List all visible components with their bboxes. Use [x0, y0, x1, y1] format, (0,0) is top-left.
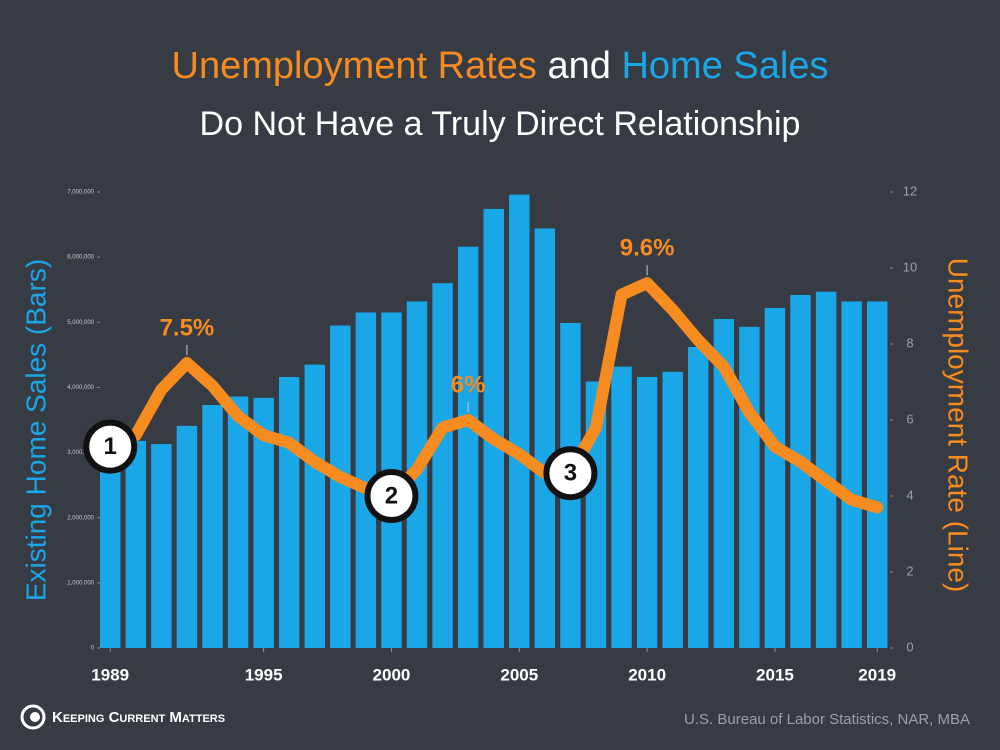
y-axis-label: Existing Home Sales (Bars) — [20, 259, 51, 601]
x-tick-label: 2015 — [756, 665, 794, 684]
bar — [100, 433, 121, 648]
x-tick-label: 2005 — [500, 665, 538, 684]
y-tick-label: 1,000,000 — [67, 580, 94, 586]
y2-tick-label: 2 — [906, 563, 913, 578]
y2-axis-label: Unemployment Rate (Line) — [943, 258, 974, 593]
y2-tick-label: 10 — [903, 259, 917, 274]
bar — [432, 283, 453, 648]
bar — [330, 325, 351, 648]
y-tick-label: 7,000,000 — [67, 190, 94, 196]
bar — [483, 208, 504, 649]
x-tick-label: 1989 — [91, 665, 129, 684]
y-tick-label: 5,000,000 — [67, 320, 94, 326]
line — [104, 277, 884, 514]
logo-icon — [30, 712, 40, 722]
bar — [841, 301, 862, 648]
bar — [457, 246, 479, 648]
y-tick-label: 6,000,000 — [67, 255, 94, 261]
bar — [688, 347, 709, 648]
bar — [176, 425, 198, 648]
bar — [534, 228, 556, 649]
marker-circle — [543, 446, 598, 501]
logo — [20, 704, 46, 730]
chart-subtitle: Do Not Have a Truly Direct Relationship — [200, 105, 801, 143]
bar — [253, 397, 274, 648]
y2-tick-label: 6 — [906, 411, 913, 426]
bar — [227, 396, 249, 648]
brand: Keeping Current Matters — [52, 709, 225, 726]
y-tick-label: 0 — [91, 646, 95, 652]
y2-tick-label: 4 — [906, 487, 913, 502]
bar — [278, 377, 300, 648]
step-marker: 3 — [543, 446, 598, 501]
x-tick-label: 2010 — [628, 665, 666, 684]
marker-label: 1 — [104, 433, 117, 460]
y2-tick-label: 12 — [903, 183, 917, 198]
marker-circle — [364, 469, 419, 523]
bar — [713, 319, 735, 648]
title-part: and — [548, 45, 611, 87]
bar — [866, 301, 888, 648]
y2-tick-label: 0 — [906, 639, 913, 654]
data-label: 9.6% — [620, 235, 675, 262]
bar — [125, 440, 147, 648]
y-tick-label: 4,000,000 — [67, 385, 94, 391]
bar — [815, 291, 837, 648]
bar — [304, 364, 325, 648]
bar — [611, 366, 632, 648]
y-tick-label: 2,000,000 — [67, 515, 94, 521]
x-tick-label: 2000 — [373, 665, 411, 684]
data-label: 7.5% — [160, 314, 215, 341]
bar — [151, 444, 172, 648]
chart-title: Unemployment Rates and Home Sales — [172, 45, 829, 87]
step-marker: 1 — [83, 419, 138, 474]
marker-circle — [83, 419, 138, 474]
x-tick-label: 2019 — [858, 665, 896, 684]
bar — [662, 371, 683, 648]
bar — [509, 194, 530, 648]
marker-label: 2 — [385, 482, 398, 509]
data-label: 6% — [451, 371, 486, 398]
marker-label: 3 — [564, 460, 577, 487]
bar — [355, 312, 377, 648]
bar — [739, 326, 760, 648]
title-part: Unemployment Rates — [172, 45, 537, 87]
step-marker: 2 — [364, 469, 419, 523]
source: U.S. Bureau of Labor Statistics, NAR, MB… — [684, 711, 970, 728]
bar — [764, 307, 786, 648]
y2-tick-label: 8 — [906, 335, 913, 350]
bar — [790, 294, 811, 648]
bar — [636, 377, 658, 648]
bar — [202, 405, 223, 648]
y-tick-label: 3,000,000 — [67, 450, 94, 456]
x-tick-label: 1995 — [245, 665, 283, 684]
logo-icon — [20, 704, 46, 730]
title-part: Home Sales — [621, 45, 828, 87]
